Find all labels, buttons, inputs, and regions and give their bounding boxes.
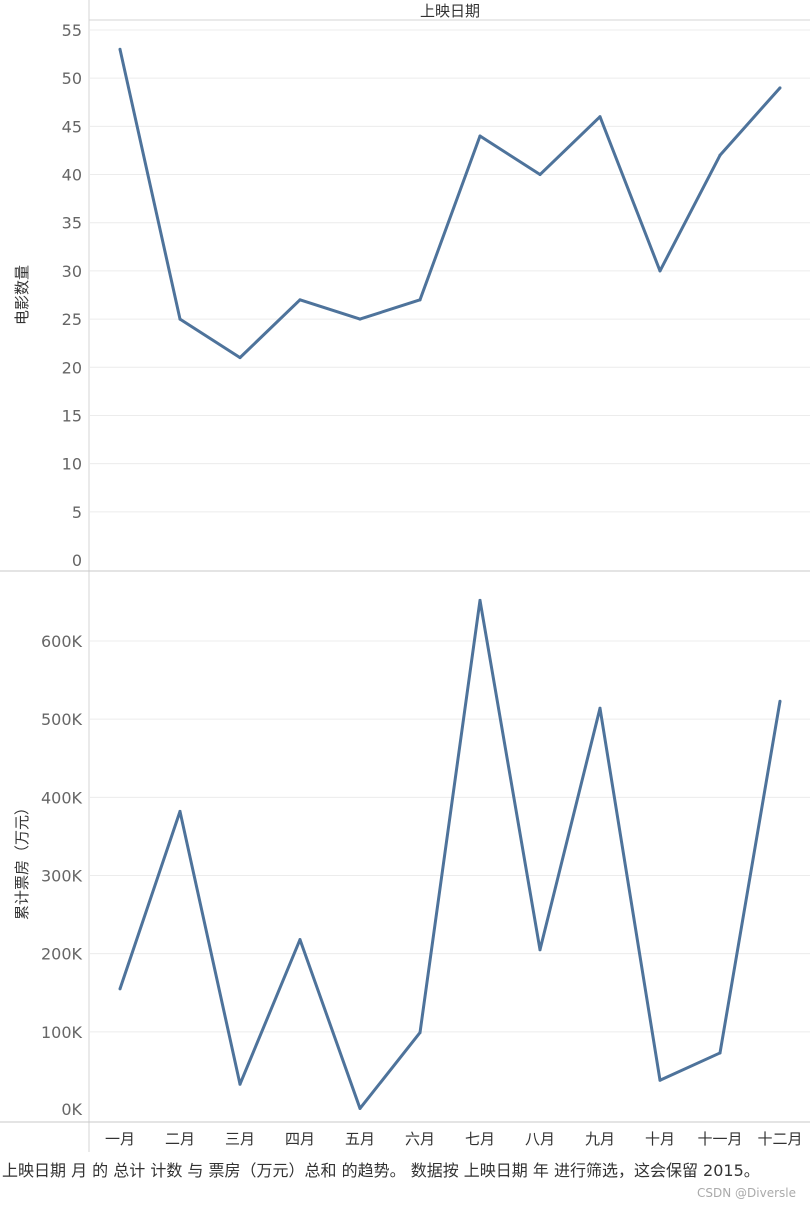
- y-tick-label: 100K: [41, 1023, 83, 1042]
- x-tick-label: 七月: [465, 1130, 495, 1148]
- y-axis-title-bottom: 累计票房（万元）: [13, 800, 31, 920]
- data-point-movie-count: [658, 269, 662, 273]
- y-tick-label: 50: [62, 69, 82, 88]
- column-header: 上映日期: [420, 2, 480, 20]
- x-tick-label: 五月: [345, 1130, 375, 1148]
- data-point-box-office: [118, 987, 122, 991]
- y-axis-title-top: 电影数量: [13, 265, 31, 325]
- data-point-box-office: [778, 699, 782, 703]
- y-tick-label: 300K: [41, 867, 83, 886]
- data-point-movie-count: [598, 115, 602, 119]
- y-tick-label: 35: [62, 214, 82, 233]
- data-point-box-office: [718, 1051, 722, 1055]
- y-axis-ticks-bottom: 600K 500K 400K 300K 200K 100K 0K: [41, 632, 83, 1119]
- y-tick-label: 0: [72, 551, 82, 570]
- data-point-movie-count: [118, 47, 122, 51]
- x-tick-label: 九月: [585, 1130, 615, 1148]
- x-tick-label: 四月: [285, 1130, 315, 1148]
- data-point-movie-count: [718, 153, 722, 157]
- data-point-movie-count: [238, 356, 242, 360]
- y-tick-label: 10: [62, 455, 82, 474]
- data-point-box-office: [178, 809, 182, 813]
- x-tick-label: 十一月: [697, 1130, 742, 1148]
- x-tick-label: 二月: [165, 1130, 195, 1148]
- data-point-box-office: [418, 1031, 422, 1035]
- y-tick-label: 400K: [41, 788, 83, 807]
- y-tick-label: 40: [62, 166, 82, 185]
- watermark: CSDN @Diversle: [697, 1186, 796, 1200]
- data-point-movie-count: [418, 298, 422, 302]
- series-line-movie-count: [118, 48, 782, 360]
- data-point-movie-count: [358, 317, 362, 321]
- x-tick-label: 六月: [405, 1130, 435, 1148]
- chart-caption: 上映日期 月 的 总计 计数 与 票房（万元）总和 的趋势。 数据按 上映日期 …: [2, 1161, 760, 1180]
- y-tick-label: 30: [62, 262, 82, 281]
- y-tick-label: 15: [62, 406, 82, 425]
- y-tick-label: 45: [62, 117, 82, 136]
- data-point-box-office: [598, 706, 602, 710]
- y-tick-label: 500K: [41, 710, 83, 729]
- y-tick-label: 5: [72, 503, 82, 522]
- data-point-box-office: [658, 1078, 662, 1082]
- data-point-box-office: [538, 948, 542, 952]
- x-tick-label: 十二月: [757, 1130, 802, 1148]
- gridlines-bottom: [90, 640, 810, 1033]
- data-point-box-office: [478, 598, 482, 602]
- data-point-box-office: [298, 938, 302, 942]
- x-tick-label: 八月: [525, 1130, 555, 1148]
- data-point-movie-count: [298, 298, 302, 302]
- x-tick-label: 一月: [105, 1130, 135, 1148]
- y-tick-label: 25: [62, 310, 82, 329]
- series-line-box-office: [118, 598, 782, 1110]
- x-tick-label: 三月: [225, 1130, 255, 1148]
- y-tick-label: 600K: [41, 632, 83, 651]
- data-point-movie-count: [478, 134, 482, 138]
- y-tick-label: 200K: [41, 945, 83, 964]
- y-tick-label: 20: [62, 358, 82, 377]
- y-tick-label: 0K: [61, 1100, 82, 1119]
- gridlines-top: [90, 29, 810, 513]
- data-point-movie-count: [778, 86, 782, 90]
- category-axis-labels: 一月 二月 三月 四月 五月 六月 七月 八月 九月 十月 十一月 十二月: [105, 1130, 803, 1148]
- data-point-movie-count: [538, 173, 542, 177]
- data-point-box-office: [238, 1082, 242, 1086]
- y-tick-label: 55: [62, 21, 82, 40]
- data-point-box-office: [358, 1106, 362, 1110]
- data-point-movie-count: [178, 317, 182, 321]
- x-tick-label: 十月: [645, 1130, 675, 1148]
